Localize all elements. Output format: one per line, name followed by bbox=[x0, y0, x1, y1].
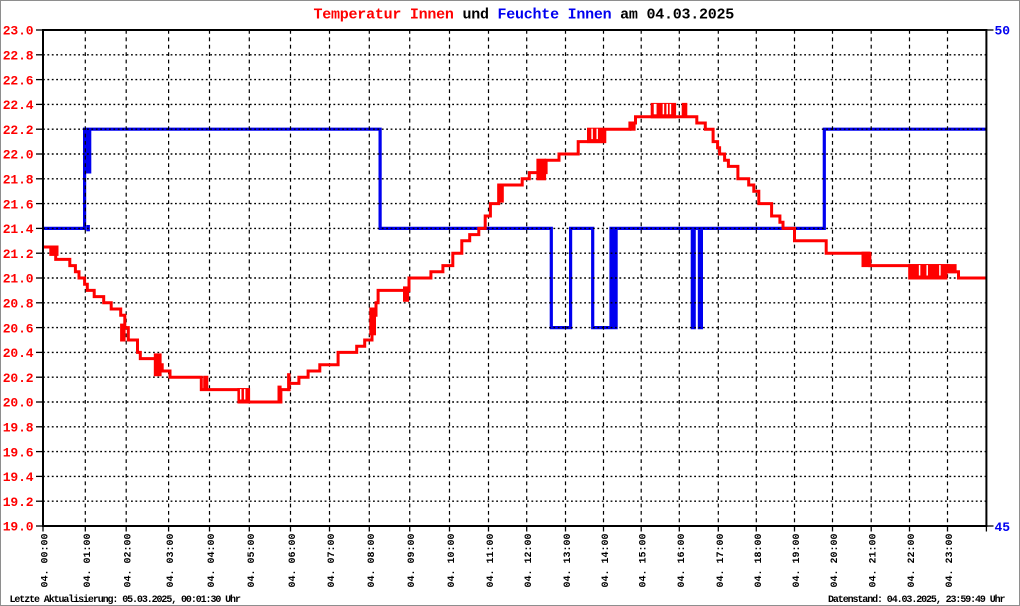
svg-text:04. 02:00: 04. 02:00 bbox=[124, 533, 135, 587]
svg-text:21.0: 21.0 bbox=[3, 272, 34, 287]
svg-text:21.8: 21.8 bbox=[3, 173, 34, 188]
svg-text:04. 20:00: 04. 20:00 bbox=[830, 533, 841, 587]
svg-text:Temperatur Innen und Feuchte I: Temperatur Innen und Feuchte Innen am 04… bbox=[314, 7, 735, 24]
svg-text:04. 04:00: 04. 04:00 bbox=[207, 533, 218, 587]
svg-text:19.4: 19.4 bbox=[3, 470, 34, 485]
svg-text:04. 12:00: 04. 12:00 bbox=[524, 533, 535, 587]
svg-text:19.8: 19.8 bbox=[3, 421, 34, 436]
svg-text:20.8: 20.8 bbox=[3, 297, 34, 312]
svg-text:19.2: 19.2 bbox=[3, 495, 34, 510]
svg-text:Datenstand: 04.03.2025, 23:59:: Datenstand: 04.03.2025, 23:59:49 Uhr bbox=[828, 594, 1006, 606]
svg-text:04. 01:00: 04. 01:00 bbox=[83, 533, 94, 587]
svg-text:04. 22:00: 04. 22:00 bbox=[907, 533, 918, 587]
svg-text:22.4: 22.4 bbox=[3, 98, 34, 113]
svg-text:20.4: 20.4 bbox=[3, 346, 34, 361]
svg-text:04. 17:00: 04. 17:00 bbox=[716, 533, 727, 587]
svg-text:04. 18:00: 04. 18:00 bbox=[754, 533, 765, 587]
svg-text:22.2: 22.2 bbox=[3, 123, 34, 138]
svg-text:19.0: 19.0 bbox=[3, 520, 34, 535]
svg-text:19.6: 19.6 bbox=[3, 445, 34, 460]
svg-text:45: 45 bbox=[995, 520, 1011, 535]
svg-text:23.0: 23.0 bbox=[3, 24, 34, 39]
svg-text:Letzte Aktualisierung: 05.03.2: Letzte Aktualisierung: 05.03.2025, 00:01… bbox=[10, 594, 241, 606]
svg-text:22.8: 22.8 bbox=[3, 49, 34, 64]
svg-text:50: 50 bbox=[995, 24, 1011, 39]
svg-text:04. 21:00: 04. 21:00 bbox=[869, 533, 880, 587]
svg-text:20.2: 20.2 bbox=[3, 371, 34, 386]
svg-text:04. 19:00: 04. 19:00 bbox=[792, 533, 803, 587]
svg-text:04. 03:00: 04. 03:00 bbox=[166, 533, 177, 587]
svg-text:04. 08:00: 04. 08:00 bbox=[367, 533, 378, 587]
svg-text:04. 09:00: 04. 09:00 bbox=[407, 533, 418, 587]
svg-text:22.0: 22.0 bbox=[3, 148, 34, 163]
svg-text:20.6: 20.6 bbox=[3, 321, 34, 336]
svg-text:04. 16:00: 04. 16:00 bbox=[677, 533, 688, 587]
svg-text:04. 07:00: 04. 07:00 bbox=[327, 533, 338, 587]
svg-text:04. 10:00: 04. 10:00 bbox=[447, 533, 458, 587]
svg-text:04. 14:00: 04. 14:00 bbox=[601, 533, 612, 587]
svg-text:21.4: 21.4 bbox=[3, 222, 34, 237]
svg-text:22.6: 22.6 bbox=[3, 73, 34, 88]
svg-text:21.2: 21.2 bbox=[3, 247, 34, 262]
svg-text:04. 23:00: 04. 23:00 bbox=[945, 533, 956, 587]
svg-text:04. 00:00: 04. 00:00 bbox=[41, 533, 52, 587]
svg-text:04. 13:00: 04. 13:00 bbox=[563, 533, 574, 587]
svg-text:21.6: 21.6 bbox=[3, 197, 34, 212]
svg-text:04. 05:00: 04. 05:00 bbox=[247, 533, 258, 587]
svg-text:04. 15:00: 04. 15:00 bbox=[639, 533, 650, 587]
svg-text:20.0: 20.0 bbox=[3, 396, 34, 411]
svg-text:04. 11:00: 04. 11:00 bbox=[486, 533, 497, 587]
svg-text:04. 06:00: 04. 06:00 bbox=[288, 533, 299, 587]
